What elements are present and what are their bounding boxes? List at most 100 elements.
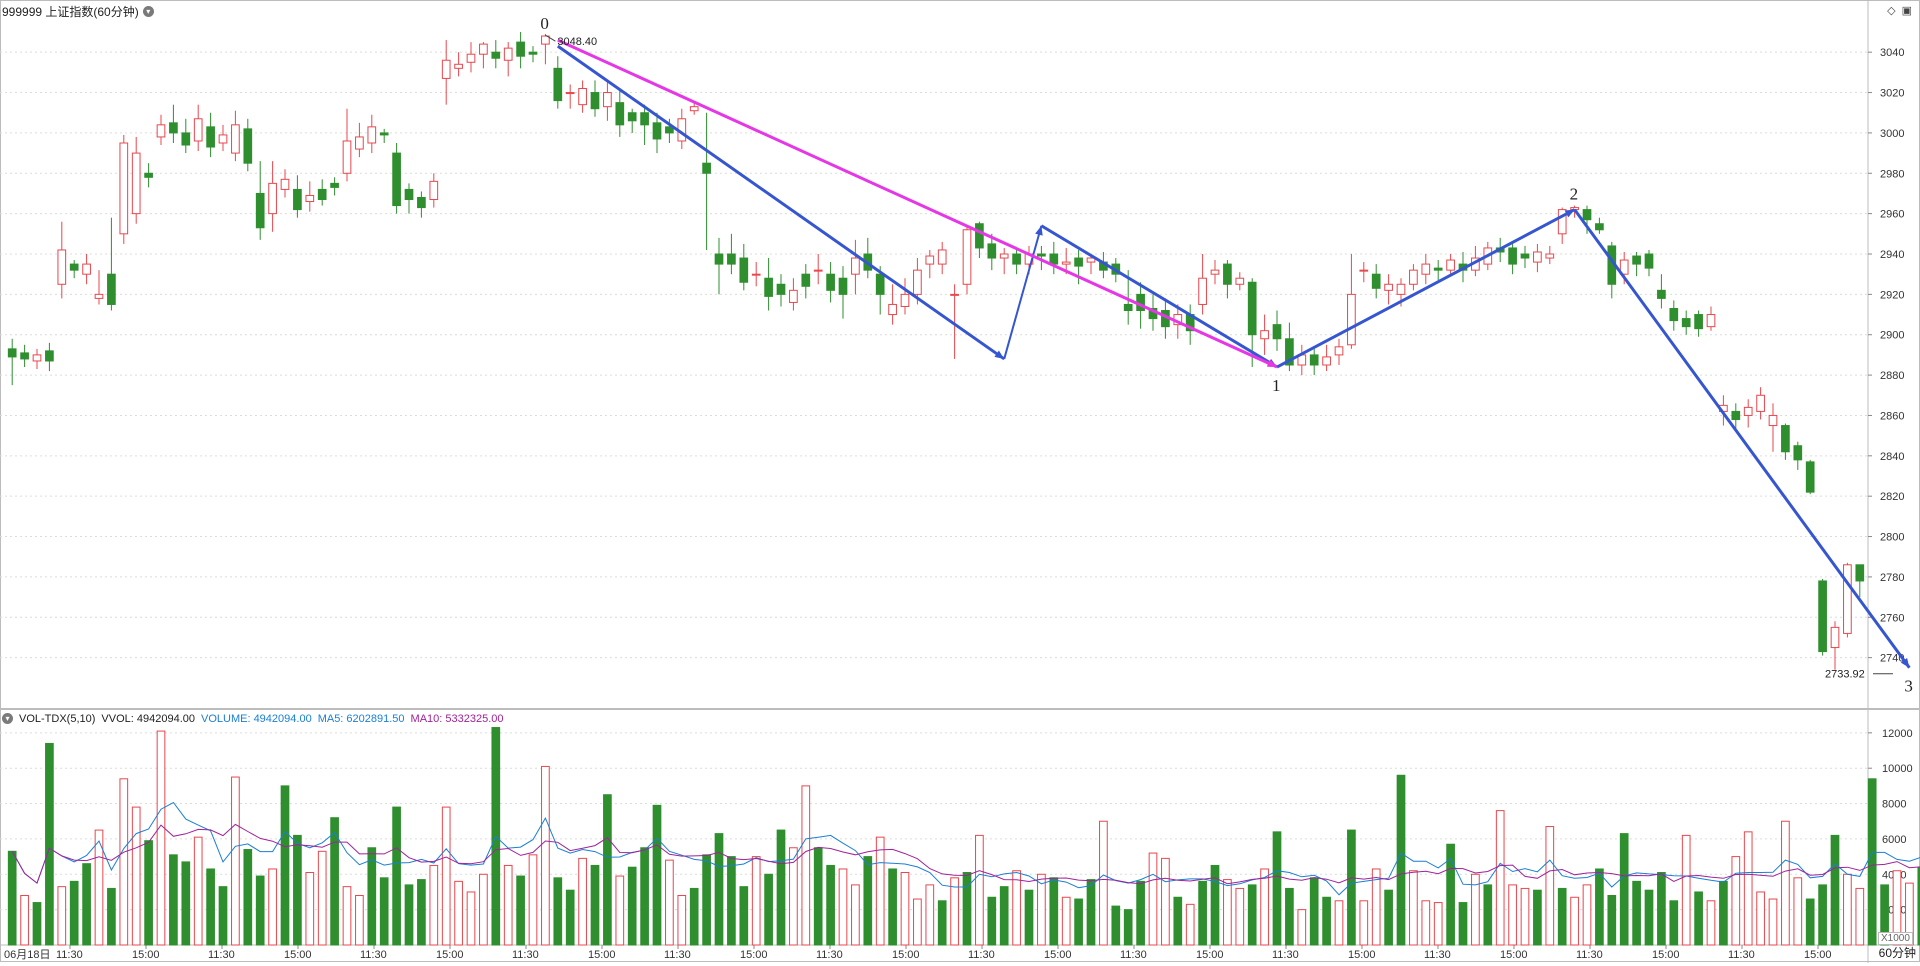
- volume-bar: [94, 829, 104, 946]
- candle-body: [330, 182, 339, 188]
- candle-body: [689, 106, 699, 112]
- ma10-value: MA10: 5332325.00: [410, 712, 504, 725]
- volume-bar: [1557, 887, 1567, 946]
- volume-unit-label: X1000: [1878, 932, 1913, 945]
- volume-bar: [1632, 880, 1641, 946]
- volume-bar: [231, 776, 240, 946]
- volume-bar: [739, 886, 749, 946]
- volume-bar: [913, 898, 922, 946]
- volume-bar: [1508, 884, 1517, 946]
- volume-bar: [429, 864, 439, 946]
- x-tick-label: 15:00: [1196, 949, 1224, 961]
- x-tick-label: 11:30: [968, 949, 995, 961]
- candle-body: [1818, 580, 1827, 653]
- volume-bar: [813, 847, 823, 946]
- x-tick-label: 11:30: [664, 949, 691, 961]
- candle-body: [243, 128, 253, 164]
- volume-bar: [987, 896, 997, 946]
- volume-bar: [1793, 877, 1803, 946]
- candle-body: [714, 253, 724, 265]
- volume-bar: [293, 834, 302, 946]
- candle-body: [826, 273, 835, 291]
- price-tick-label: 2920: [1880, 289, 1904, 301]
- chevron-down-icon[interactable]: ▾: [2, 713, 13, 724]
- candle-body: [7, 348, 17, 358]
- chevron-down-icon[interactable]: ▾: [142, 5, 154, 17]
- volume-value: VOLUME: 4942094.00: [201, 712, 312, 725]
- period-label[interactable]: 60分钟: [1878, 946, 1916, 960]
- x-tick-label: 11:30: [1424, 949, 1451, 961]
- candle-body: [1557, 209, 1567, 235]
- volume-bar: [119, 778, 129, 946]
- x-tick-label: 11:30: [816, 949, 843, 961]
- candle-body: [355, 136, 364, 150]
- volume-bar: [1235, 887, 1245, 946]
- chart-title-bar[interactable]: 999999 上证指数(60分钟) ▾: [2, 3, 154, 19]
- candle-body: [1235, 277, 1245, 285]
- volume-bar: [32, 902, 42, 946]
- volume-bar: [379, 877, 389, 946]
- volume-bar: [1396, 774, 1406, 946]
- volume-bar: [1111, 905, 1121, 946]
- candle-body: [1669, 307, 1679, 322]
- candle-body: [268, 182, 277, 215]
- candle-body: [578, 88, 587, 106]
- candle-body: [317, 188, 327, 201]
- volume-bar: [1495, 810, 1505, 946]
- high-annotation-label: 3048.40: [557, 36, 597, 48]
- candle-body: [1037, 253, 1046, 257]
- candle-body: [231, 124, 240, 154]
- wave-arrow-line: [556, 44, 1006, 361]
- candle-body: [1805, 461, 1815, 493]
- volume-bar: [280, 785, 290, 946]
- candle-body: [751, 273, 761, 276]
- volume-bar: [541, 765, 550, 946]
- candle-body: [615, 102, 625, 126]
- volume-bar: [900, 872, 910, 946]
- x-tick-label: 15:00: [436, 949, 464, 961]
- volume-bar: [330, 817, 339, 946]
- price-tick-label: 2900: [1880, 330, 1904, 342]
- volume-bar: [206, 868, 215, 946]
- candle-body: [1421, 263, 1431, 275]
- volume-bar: [1061, 896, 1071, 946]
- candle-body: [1285, 338, 1294, 366]
- volume-bar: [677, 894, 687, 946]
- candle-body: [169, 122, 178, 134]
- volume-bar: [1285, 887, 1294, 946]
- diamond-icon[interactable]: ◇: [1887, 5, 1896, 17]
- volume-bar: [1309, 877, 1319, 946]
- candle-body: [1756, 394, 1765, 412]
- candle-body: [702, 162, 711, 174]
- wave-arrow-line: [1573, 208, 1911, 669]
- volume-bar: [1669, 900, 1679, 946]
- wave-arrow-head: [1564, 209, 1575, 218]
- volume-bar: [45, 742, 54, 946]
- wave-arrow-line: [1003, 225, 1043, 360]
- candle-body: [851, 257, 860, 275]
- volume-bar: [1099, 820, 1108, 946]
- volume-bar: [156, 730, 166, 946]
- volume-bar: [1086, 879, 1096, 946]
- x-tick-label: 15:00: [740, 949, 768, 961]
- candle-body: [1743, 406, 1753, 416]
- volume-bar: [1458, 902, 1468, 946]
- candle-body: [1533, 251, 1542, 263]
- price-tick-label: 3020: [1880, 88, 1904, 100]
- low-annotation-label: 2733.92: [1825, 669, 1865, 681]
- wave-label: 2: [1570, 185, 1579, 204]
- candle-body: [156, 124, 166, 138]
- candle-body: [491, 51, 501, 59]
- volume-bar: [441, 806, 451, 946]
- panel-toggle-icon[interactable]: ▣: [1901, 5, 1912, 17]
- wave-label: 1: [1272, 376, 1281, 395]
- x-tick-label: 15:00: [1500, 949, 1528, 961]
- x-tick-label: 11:30: [56, 949, 83, 961]
- candle-body: [1061, 261, 1071, 265]
- volume-bar: [1830, 834, 1840, 946]
- volume-bar: [1607, 894, 1617, 946]
- candle-body: [962, 229, 972, 285]
- volume-bar: [1185, 903, 1195, 946]
- volume-bar: [1371, 868, 1381, 946]
- candle-body: [1272, 324, 1282, 340]
